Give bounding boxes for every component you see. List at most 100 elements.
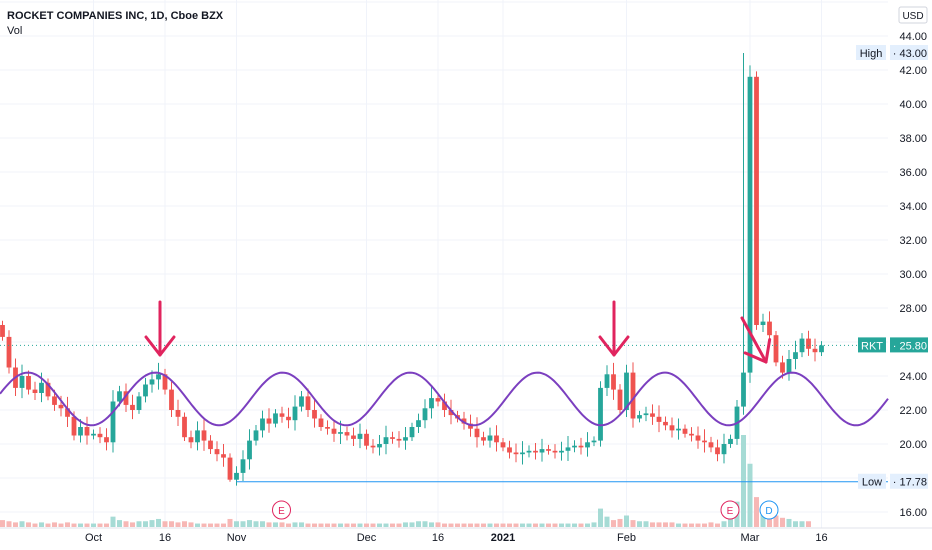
time-tick-label: 2021: [491, 532, 515, 544]
low-price-tag-label: Low: [862, 477, 882, 489]
candle-body: [247, 440, 252, 460]
volume-bar: [630, 520, 636, 527]
volume-bar: [416, 521, 421, 527]
currency-badge: USD: [898, 6, 928, 24]
candle-body: [702, 440, 707, 443]
time-tick-label: Nov: [227, 532, 247, 544]
volume-bar: [604, 516, 610, 527]
candle-body: [169, 389, 174, 410]
volume-bar: [806, 521, 811, 527]
dividend-marker[interactable]: D: [759, 500, 779, 520]
earnings-marker[interactable]: E: [720, 500, 740, 520]
volume-bar: [6, 521, 12, 527]
high-price-tag-value: · 43.00: [893, 48, 927, 60]
volume-bar: [32, 523, 38, 527]
volume-bar: [253, 521, 259, 527]
candle-body: [624, 372, 629, 410]
candle-body: [500, 442, 506, 448]
candle-body: [6, 336, 12, 368]
candle-body: [747, 76, 753, 373]
candle-body: [760, 321, 766, 325]
sine-wave-drawing: [0, 371, 889, 427]
candle-body: [97, 433, 103, 438]
volume-bar: [715, 523, 720, 527]
volume-bar: [104, 523, 109, 527]
volume-bar: [45, 523, 51, 527]
volume-bar: [195, 523, 200, 527]
candle-body: [331, 428, 337, 434]
candle-body: [585, 442, 590, 448]
volume-bar: [234, 521, 239, 527]
volume-bar: [0, 520, 5, 527]
volume-bar: [474, 523, 480, 527]
time-tick-label: 16: [159, 532, 171, 544]
price-tick-label: 30.00: [899, 269, 927, 281]
high-price-tag: High · 43.00: [856, 45, 928, 60]
volume-bar: [182, 521, 187, 527]
volume-bar: [97, 523, 103, 527]
candle-body: [136, 396, 142, 410]
volume-bar: [656, 522, 662, 527]
volume-bar: [682, 523, 688, 527]
candle-body: [442, 401, 447, 410]
candle-body: [533, 450, 538, 453]
candle-body: [546, 449, 551, 451]
event-circle: [759, 500, 779, 520]
volume-bar: [663, 522, 668, 527]
low-price-tag: Low · 17.78: [858, 473, 928, 489]
candle-body: [91, 433, 96, 436]
volume-bar: [559, 523, 564, 527]
volume-bar: [409, 522, 415, 527]
candle-body: [383, 437, 389, 444]
volume-bar: [526, 523, 532, 527]
candle-body: [513, 452, 519, 455]
candle-body: [175, 410, 181, 417]
volume-indicator-label[interactable]: Vol: [7, 25, 23, 37]
volume-bar: [208, 523, 213, 527]
candle-body: [416, 420, 421, 427]
candle-body: [253, 430, 259, 441]
price-tick-label: 34.00: [899, 201, 927, 213]
candle-body: [435, 398, 441, 402]
high-price-tag-label-bg: [856, 45, 886, 60]
earnings-marker[interactable]: E: [272, 500, 291, 520]
volume-bar: [429, 522, 434, 527]
candle-body: [468, 423, 473, 429]
candle-body: [19, 376, 25, 388]
candle-body: [773, 335, 779, 363]
volume-bar: [91, 523, 96, 527]
volume-bar: [149, 520, 155, 527]
candle-body: [676, 428, 681, 431]
candle-body: [104, 437, 109, 443]
candle-body: [617, 389, 623, 410]
volume-bar: [520, 523, 525, 527]
symbol-title[interactable]: ROCKET COMPANIES INC, 1D, Cboe BZX: [7, 10, 224, 22]
candle-body: [793, 352, 798, 359]
volume-bar: [143, 521, 148, 527]
candle-body: [156, 374, 161, 380]
volume-bar: [247, 520, 252, 527]
volume-bar: [617, 518, 623, 527]
volume-bar: [799, 521, 805, 527]
volume-bar: [507, 523, 512, 527]
candle-body: [39, 382, 44, 393]
volume-bar: [338, 523, 343, 527]
volume-bar: [669, 522, 675, 527]
candle-body: [650, 413, 655, 417]
volume-bar: [71, 523, 77, 527]
candle-body: [0, 325, 5, 337]
candle-body: [669, 425, 675, 431]
volume-bar: [52, 522, 57, 527]
candle-body: [195, 430, 200, 443]
candle-body: [234, 472, 239, 480]
volume-bar: [279, 522, 285, 527]
volume-bar: [624, 515, 629, 527]
volume-bar: [702, 523, 707, 527]
volume-bar: [175, 522, 181, 527]
volume-bar: [695, 523, 701, 527]
candle-body: [65, 408, 70, 417]
annotation-arrow: [598, 300, 630, 357]
volume-bar: [123, 521, 129, 527]
candle-body: [429, 398, 434, 409]
